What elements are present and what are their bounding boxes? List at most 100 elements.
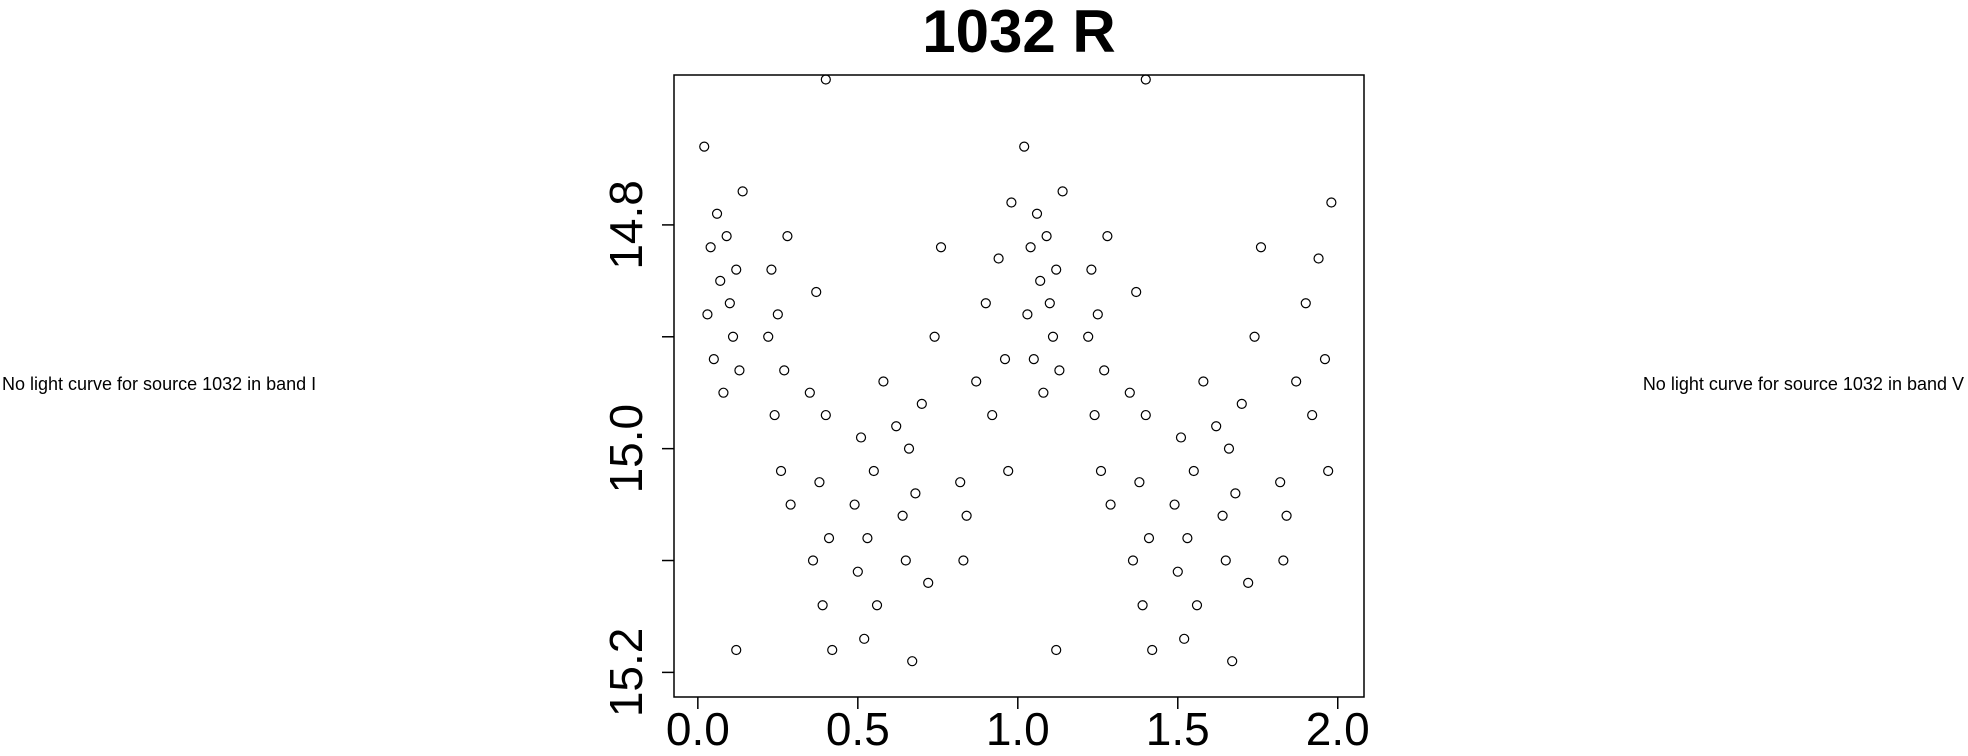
point — [1038, 387, 1049, 398]
point — [903, 443, 915, 454]
point — [1179, 633, 1190, 644]
point — [1140, 409, 1151, 421]
point — [1025, 242, 1036, 253]
point — [929, 331, 940, 342]
point — [1281, 510, 1292, 521]
point — [823, 533, 835, 544]
point — [1220, 555, 1231, 566]
point — [1243, 577, 1254, 588]
point — [1051, 644, 1062, 656]
point — [1255, 242, 1267, 253]
point — [718, 387, 729, 398]
point — [1054, 365, 1065, 376]
point — [1102, 230, 1113, 242]
point — [811, 286, 822, 298]
point — [1172, 566, 1183, 577]
point — [1089, 409, 1100, 421]
point — [1191, 600, 1203, 611]
y-tick-label: 14.8 — [600, 180, 652, 270]
point — [731, 644, 742, 656]
point — [999, 354, 1011, 365]
point — [1131, 286, 1142, 298]
point — [1211, 421, 1222, 432]
point — [699, 141, 710, 152]
point — [935, 242, 947, 253]
annotation: No light curve for source 1032 in band I — [2, 374, 316, 394]
point — [708, 354, 719, 365]
x-tick-label: 1.5 — [1146, 703, 1210, 755]
point — [1188, 465, 1199, 477]
point — [1230, 488, 1241, 499]
point — [827, 644, 838, 656]
point — [702, 309, 713, 320]
point — [1275, 477, 1286, 488]
point — [1175, 432, 1187, 443]
point — [727, 331, 739, 342]
point — [814, 477, 825, 488]
point — [958, 555, 969, 566]
chart-title: 1032 R — [922, 0, 1115, 65]
point — [859, 633, 870, 644]
point — [817, 600, 828, 611]
point — [1003, 465, 1014, 477]
point — [980, 298, 991, 309]
point — [721, 230, 732, 242]
x-tick-label: 0.5 — [826, 703, 890, 755]
point — [862, 533, 873, 544]
x-tick-label: 1.0 — [986, 703, 1050, 755]
point — [1006, 197, 1017, 208]
point — [820, 409, 831, 421]
point — [971, 376, 982, 387]
point — [763, 331, 774, 342]
point — [1086, 264, 1097, 275]
y-tick-label: 15.0 — [600, 404, 652, 494]
point — [1124, 387, 1135, 398]
point — [807, 555, 819, 566]
point — [804, 387, 815, 398]
point — [782, 230, 793, 242]
point — [1092, 309, 1103, 320]
point — [785, 499, 796, 510]
point — [1227, 656, 1238, 667]
point — [711, 208, 723, 219]
point — [1223, 443, 1235, 454]
point — [1147, 644, 1158, 656]
point — [1182, 533, 1193, 544]
point — [775, 465, 787, 477]
point — [1236, 398, 1247, 409]
x-tick-label: 0.0 — [666, 703, 730, 755]
y-tick-label: 15.2 — [600, 628, 652, 718]
point — [779, 365, 790, 376]
point — [1140, 74, 1151, 85]
point — [1099, 365, 1110, 376]
point — [1028, 354, 1039, 365]
point — [715, 275, 726, 286]
point — [1323, 465, 1334, 477]
point — [923, 577, 934, 588]
point — [961, 510, 972, 521]
point — [1313, 253, 1324, 264]
point — [910, 488, 921, 499]
point — [766, 264, 777, 275]
point — [1143, 533, 1155, 544]
point — [852, 566, 863, 577]
point — [1291, 376, 1302, 387]
point — [1198, 376, 1209, 387]
annotation: No light curve for source 1032 in band V — [1643, 374, 1964, 394]
point — [1127, 555, 1139, 566]
x-tick-label: 2.0 — [1306, 703, 1370, 755]
point — [1137, 600, 1148, 611]
point — [855, 432, 867, 443]
point — [1249, 331, 1260, 342]
point — [849, 499, 860, 510]
point — [897, 510, 908, 521]
point — [1057, 186, 1068, 197]
point — [1047, 331, 1059, 342]
point — [820, 74, 831, 85]
point — [871, 600, 883, 611]
point — [769, 409, 780, 421]
point — [916, 398, 927, 409]
point — [1041, 230, 1052, 242]
